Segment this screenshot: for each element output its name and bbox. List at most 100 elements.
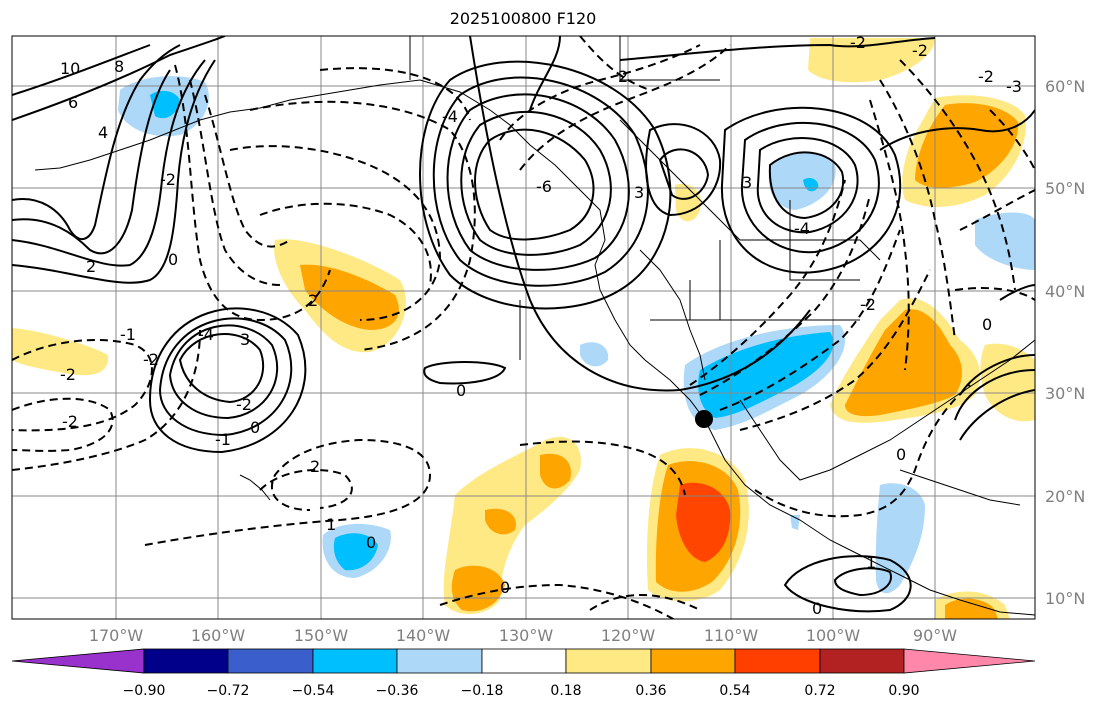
- contour-label: -2: [236, 395, 252, 414]
- lon-label: 120°W: [600, 626, 656, 645]
- shade-yellow: [808, 38, 935, 83]
- shade-blue: [150, 90, 180, 119]
- colorbar-tick-label: −0.90: [122, 683, 166, 699]
- contour-label: 3: [240, 330, 250, 349]
- contour-label: 2: [308, 291, 318, 310]
- shade-orange: [845, 309, 962, 417]
- contour-label: 0: [366, 533, 376, 552]
- contour-label: 0: [500, 578, 510, 597]
- contour-label: 6: [68, 93, 78, 112]
- lat-label: 10°N: [1045, 589, 1086, 608]
- colorbar-tick-label: −0.18: [460, 683, 504, 699]
- contour-label: -2: [160, 170, 176, 189]
- gridlines: [12, 36, 1035, 619]
- shade-blue: [698, 332, 834, 418]
- contour-label: 1: [326, 515, 336, 534]
- contour-label: -3: [1006, 77, 1022, 96]
- contours: [12, 36, 1035, 613]
- colorbar-swatch: [481, 648, 567, 674]
- lat-label: 40°N: [1045, 282, 1086, 301]
- contour-label: -2: [60, 365, 76, 384]
- colorbar-swatch: [396, 648, 483, 674]
- shade-light-blue: [768, 152, 836, 210]
- contour-label: -1: [215, 430, 231, 449]
- contour-label: 1: [866, 553, 876, 572]
- shade-light-blue: [875, 483, 925, 594]
- contour-label: 3: [634, 183, 644, 202]
- coastlines: [34, 36, 1035, 616]
- lon-label: 100°W: [805, 626, 861, 645]
- contour-label: -4: [198, 325, 214, 344]
- contour-label: -1: [120, 325, 136, 344]
- contours-dashed: [12, 36, 1035, 619]
- contour-label: -2: [860, 295, 876, 314]
- colorbar-swatch: [565, 648, 652, 674]
- shade-orange: [451, 565, 505, 612]
- lon-label: 90°W: [912, 626, 958, 645]
- contour-label: -4: [794, 219, 810, 238]
- contour-label: 2: [86, 257, 96, 276]
- shade-blue: [333, 533, 378, 571]
- contour-label: 10: [60, 59, 80, 78]
- colorbar-tick-label: −0.54: [291, 683, 335, 699]
- shade-orange: [540, 453, 571, 489]
- map-frame: [11, 35, 1036, 620]
- contour-labels: 10 8 6 4 2 0 -2 -4 -2 -2 2 0 -1 3 2 -2 1…: [60, 33, 1022, 618]
- contour-label: 2: [618, 67, 628, 86]
- contour-label: 0: [456, 381, 466, 400]
- shade-yellow: [980, 343, 1035, 422]
- contour-label: -2: [978, 67, 994, 86]
- contour-label: 8: [114, 57, 124, 76]
- shade-light-blue: [580, 342, 609, 367]
- contour-label: 0: [896, 445, 906, 464]
- contour-label: 0: [982, 315, 992, 334]
- contour-label: 0: [168, 250, 178, 269]
- contour-label: 3: [742, 173, 752, 192]
- shade-red: [676, 482, 731, 562]
- contour-label: -2: [912, 41, 928, 60]
- shade-yellow: [12, 328, 109, 376]
- lat-label: 50°N: [1045, 179, 1086, 198]
- colorbar-tick-label: −0.72: [206, 683, 250, 699]
- contour-label: -2: [62, 412, 78, 431]
- shaded-anomaly-layer: [12, 38, 1035, 619]
- colorbar-swatch: [734, 648, 821, 674]
- colorbar-swatch: [143, 648, 229, 674]
- colorbar-swatch: [819, 648, 905, 674]
- plot-title: 2025100800 F120: [449, 9, 597, 28]
- lon-label: 110°W: [703, 626, 759, 645]
- colorbar-swatch: [312, 648, 398, 674]
- lat-label: 20°N: [1045, 487, 1086, 506]
- colorbar-tick-label: 0.18: [550, 683, 582, 699]
- contour-label: 4: [98, 123, 108, 142]
- lon-label: 150°W: [293, 626, 349, 645]
- contour-label: 0: [250, 418, 260, 437]
- colorbar-extend-low: [11, 648, 145, 674]
- colorbar-swatch: [650, 648, 736, 674]
- colorbar: [11, 648, 1036, 674]
- contour-label: -2: [850, 33, 866, 52]
- contour-label: 0: [812, 599, 822, 618]
- lon-label: 160°W: [190, 626, 246, 645]
- colorbar-tick-label: −0.36: [375, 683, 419, 699]
- contour-label: -4: [442, 107, 458, 126]
- contour-label: -2: [143, 350, 159, 369]
- lon-label: 170°W: [88, 626, 144, 645]
- shade-orange: [485, 508, 516, 535]
- lat-label: 30°N: [1045, 384, 1086, 403]
- colorbar-tick-label: 0.36: [635, 683, 667, 699]
- lat-label: 60°N: [1045, 77, 1086, 96]
- lon-label: 140°W: [395, 626, 451, 645]
- colorbar-tick-label: 0.54: [719, 683, 751, 699]
- shade-light-blue: [975, 212, 1035, 270]
- location-marker: [695, 410, 713, 428]
- contour-label: 2: [310, 457, 320, 476]
- lon-label: 130°W: [498, 626, 554, 645]
- colorbar-tick-label: 0.90: [888, 683, 920, 699]
- shade-yellow: [675, 183, 701, 222]
- shade-orange: [945, 598, 998, 619]
- colorbar-tick-label: 0.72: [804, 683, 836, 699]
- contour-label: -6: [536, 177, 552, 196]
- colorbar-extend-high: [903, 648, 1036, 674]
